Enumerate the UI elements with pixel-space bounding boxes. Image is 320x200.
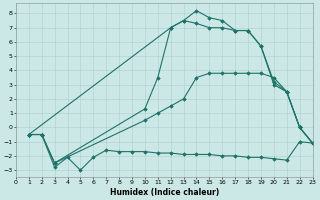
X-axis label: Humidex (Indice chaleur): Humidex (Indice chaleur) bbox=[109, 188, 219, 197]
